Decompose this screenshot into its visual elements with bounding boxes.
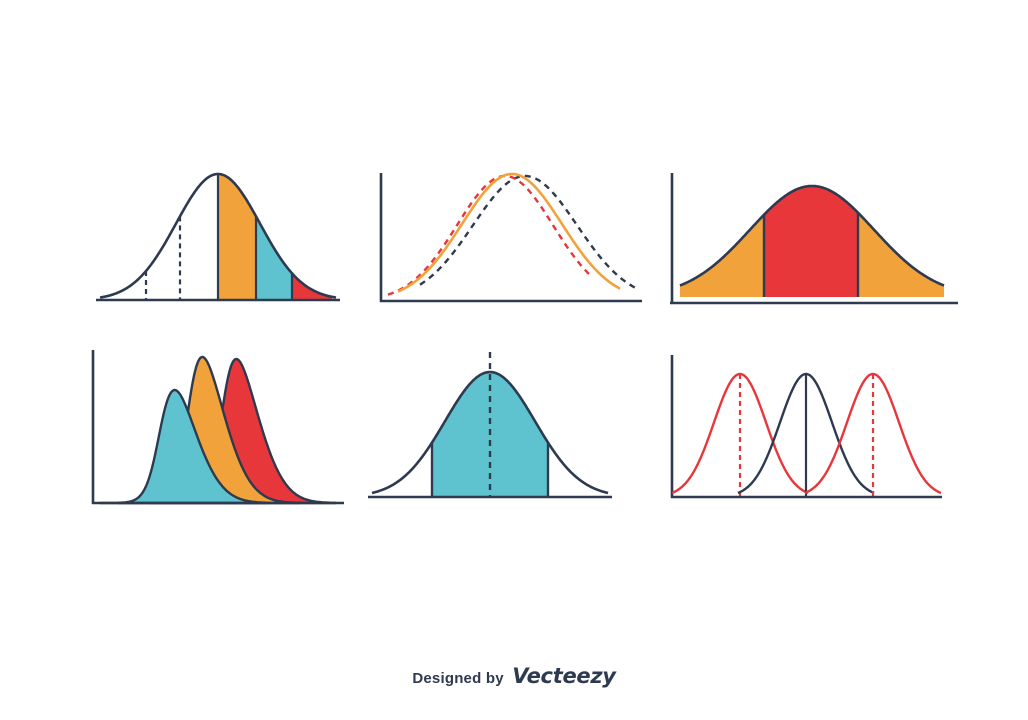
panel-three-shifted-curves	[670, 355, 942, 499]
credit-prefix: Designed by	[412, 670, 504, 687]
left-tail-orange	[680, 214, 764, 297]
panel-bell-curve-segmented	[96, 172, 340, 302]
panel-overlapping-dashed-curves	[379, 172, 642, 303]
segment-red	[292, 273, 332, 300]
red-dashed-curve	[387, 174, 593, 296]
panel-bell-curve-mean-line	[368, 352, 612, 499]
segment-orange	[218, 174, 256, 300]
bell-curve-outline	[371, 370, 609, 495]
orange-solid-curve	[397, 172, 621, 293]
panel-three-skewed-curves	[91, 350, 344, 505]
right-tail-orange	[858, 212, 944, 297]
vecteezy-logo: Vecteezy	[512, 664, 616, 688]
bell-curve-outline	[679, 184, 945, 287]
bell-curve-outline	[99, 172, 337, 299]
segment-cyan	[256, 216, 292, 300]
panel-bell-curve-center-highlight	[670, 173, 958, 305]
navy-dashed-curve	[419, 174, 637, 290]
center-red	[764, 186, 858, 297]
designer-credit: Designed by Vecteezy	[0, 664, 1028, 688]
